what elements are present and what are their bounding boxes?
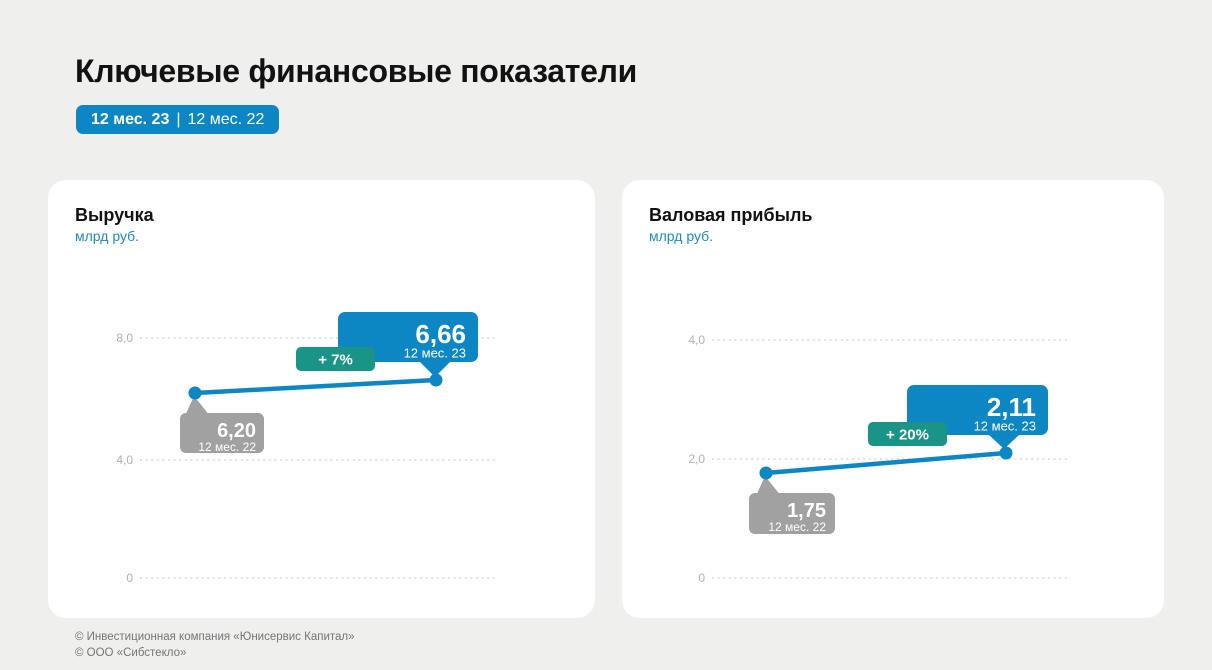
y-tick-label: 0 — [698, 571, 705, 585]
revenue-card: Выручка млрд руб. 8,0 4,0 0 6,20 12 мес.… — [48, 180, 595, 618]
y-tick-label: 8,0 — [116, 331, 133, 345]
current-value-label: 2,11 — [987, 392, 1036, 422]
period-previous-label: 12 мес. 22 — [187, 111, 265, 128]
previous-value-callout: 6,20 12 мес. 22 — [180, 396, 264, 454]
change-badge: + 20% — [868, 422, 947, 446]
revenue-line-chart: 8,0 4,0 0 6,20 12 мес. 22 6,66 12 мес. 2… — [116, 312, 497, 585]
footer-copyright-line1: © Инвестиционная компания «Юнисервис Кап… — [75, 631, 355, 643]
change-badge: + 7% — [296, 347, 375, 371]
previous-period-label: 12 мес. 22 — [768, 520, 826, 534]
change-label: + 20% — [886, 427, 929, 444]
footer-copyright-line2: © ООО «Сибстекло» — [75, 647, 187, 659]
chart-title-gross-profit: Валовая прибыль — [649, 205, 813, 225]
trend-line — [192, 377, 439, 396]
y-tick-label: 4,0 — [116, 453, 133, 467]
change-label: + 7% — [318, 352, 353, 369]
footer: © Инвестиционная компания «Юнисервис Кап… — [75, 629, 355, 661]
period-separator: | — [176, 111, 181, 128]
page-title: Ключевые финансовые показатели — [75, 53, 638, 89]
chart-unit-revenue: млрд руб. — [75, 228, 140, 244]
data-point-previous — [759, 466, 773, 480]
gross-profit-card: Валовая прибыль млрд руб. 4,0 2,0 0 1,75… — [622, 180, 1164, 618]
current-period-label: 12 мес. 23 — [404, 346, 466, 361]
gross-profit-line-chart: 4,0 2,0 0 1,75 12 мес. 22 2,11 12 мес. 2… — [688, 333, 1067, 585]
trend-line — [763, 450, 1009, 476]
previous-value-callout: 1,75 12 мес. 22 — [749, 476, 835, 534]
chart-title-revenue: Выручка — [75, 205, 154, 225]
previous-period-label: 12 мес. 22 — [198, 440, 256, 454]
y-tick-label: 0 — [126, 571, 133, 585]
previous-value-label: 6,20 — [217, 420, 256, 442]
data-point-current — [429, 373, 443, 387]
current-value-label: 6,66 — [415, 319, 466, 349]
period-badge: 12 мес. 23 | 12 мес. 22 — [76, 105, 280, 134]
data-point-current — [999, 446, 1013, 460]
previous-value-label: 1,75 — [787, 500, 826, 522]
y-tick-label: 2,0 — [688, 452, 705, 466]
current-period-label: 12 мес. 23 — [974, 419, 1036, 434]
period-current-label: 12 мес. 23 — [91, 111, 170, 128]
chart-unit-gross-profit: млрд руб. — [649, 228, 714, 244]
data-point-previous — [188, 386, 202, 400]
y-tick-label: 4,0 — [688, 333, 705, 347]
